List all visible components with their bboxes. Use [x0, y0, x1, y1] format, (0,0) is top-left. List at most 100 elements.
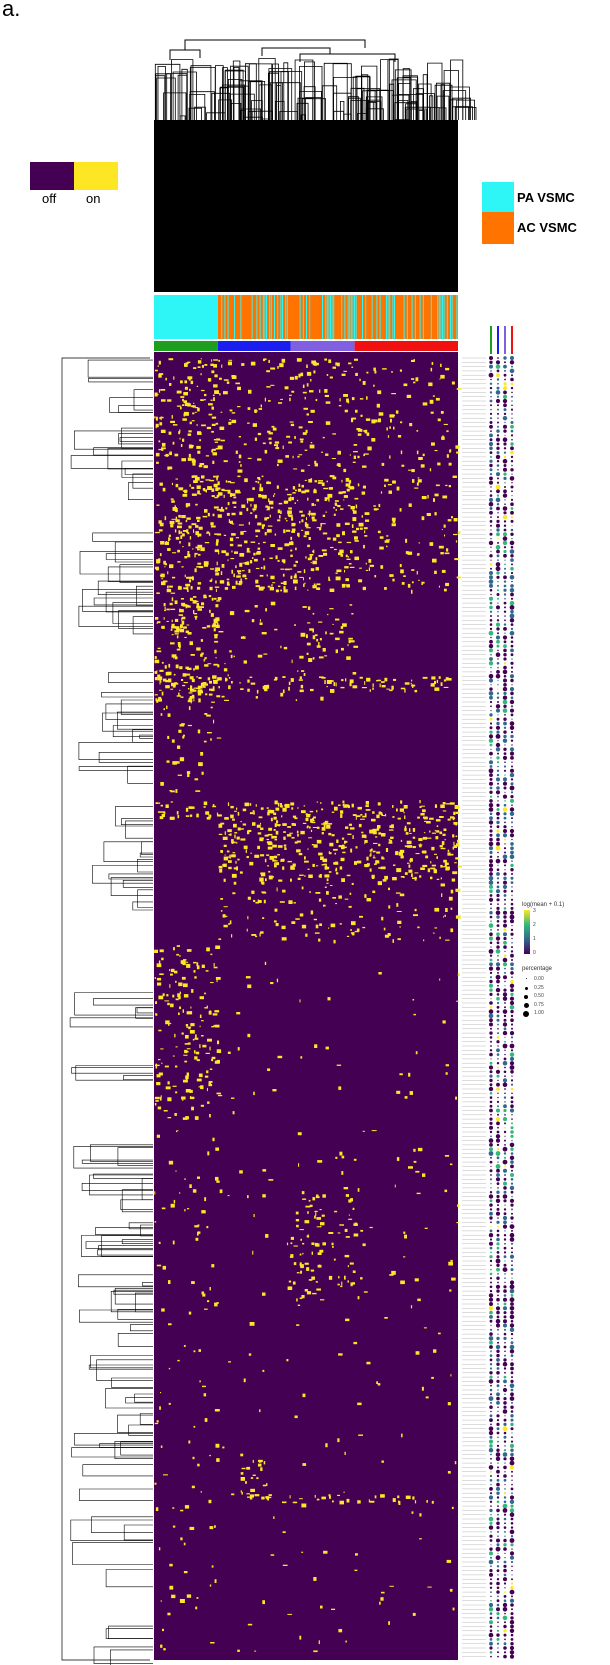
- dendrogram-branch: [108, 873, 153, 880]
- heatmap-on-cell: [213, 966, 218, 969]
- dendrogram-branch: [188, 107, 202, 120]
- dotplot-dot: [489, 1612, 493, 1615]
- dendrogram-branch: [177, 74, 188, 120]
- heatmap-on-cell: [407, 551, 413, 555]
- dotplot-dot: [509, 1589, 515, 1595]
- heatmap-on-cell: [316, 865, 319, 867]
- dotplot-dot: [496, 1396, 500, 1401]
- heatmap-on-cell: [209, 1584, 212, 1587]
- dotplot-dot: [503, 910, 507, 915]
- heatmap-on-cell: [377, 802, 381, 806]
- heatmap-on-cell: [321, 808, 324, 811]
- heatmap-on-cell: [353, 444, 358, 446]
- heatmap-on-cell: [182, 398, 184, 402]
- heatmap-on-cell: [180, 531, 183, 534]
- heatmap-on-cell: [346, 874, 351, 877]
- dotplot-dot: [490, 1268, 492, 1271]
- heatmap-on-cell: [269, 514, 271, 518]
- dotplot-dot: [488, 579, 494, 584]
- dotplot-dot: [490, 1565, 492, 1568]
- dotplot-dot: [504, 1484, 506, 1486]
- dotplot-dot: [496, 1297, 500, 1302]
- heatmap-on-cell: [214, 1060, 220, 1064]
- annotation-ac-block: [218, 295, 458, 339]
- heatmap-on-cell: [279, 901, 285, 903]
- heatmap-on-cell: [210, 399, 213, 401]
- dotplot-dot: [495, 390, 501, 395]
- dotplot-dot: [489, 619, 493, 622]
- heatmap-on-cell: [200, 639, 203, 642]
- dotplot-dot: [496, 1367, 500, 1370]
- heatmap-on-cell: [328, 852, 332, 855]
- heatmap-on-cell: [323, 1550, 328, 1554]
- heatmap-on-cell: [298, 853, 303, 856]
- dotplot-dot: [509, 549, 515, 554]
- dotplot-dot: [511, 1251, 513, 1254]
- heatmap-on-cell: [247, 830, 250, 835]
- heatmap-on-cell: [436, 825, 439, 827]
- dotplot-color-tick: 2: [533, 922, 536, 928]
- heatmap-on-cell: [284, 568, 290, 571]
- legend-pa-vsmc-swatch: [482, 182, 514, 214]
- heatmap-on-cell: [210, 1642, 215, 1644]
- heatmap-on-cell: [360, 814, 363, 816]
- heatmap-on-cell: [388, 841, 393, 844]
- heatmap-on-cell: [156, 568, 159, 571]
- heatmap-on-cell: [155, 698, 157, 702]
- heatmap-on-cell: [392, 1498, 396, 1502]
- dotplot-dot: [496, 1633, 500, 1637]
- dendrogram-branch: [78, 766, 153, 771]
- heatmap-on-cell: [302, 1198, 307, 1200]
- heatmap-on-cell: [304, 523, 309, 527]
- heatmap-on-cell: [418, 579, 420, 581]
- heatmap-on-cell: [294, 375, 298, 380]
- heatmap-on-cell: [172, 1055, 175, 1057]
- dotplot-dot: [489, 438, 493, 442]
- dotplot-dot: [495, 1344, 501, 1350]
- annotation-stripe: [286, 295, 288, 339]
- dotplot-dot: [489, 360, 493, 364]
- heatmap-on-cell: [381, 462, 385, 466]
- dotplot-dot: [488, 1516, 494, 1522]
- heatmap-on-cell: [277, 459, 283, 463]
- heatmap-on-cell: [224, 587, 229, 590]
- dotplot-dot: [502, 1387, 508, 1393]
- dotplot-dot: [497, 795, 499, 798]
- heatmap-on-cell: [403, 805, 408, 809]
- heatmap-on-cell: [317, 1264, 322, 1268]
- heatmap-on-cell: [377, 530, 381, 534]
- heatmap-on-cell: [335, 362, 337, 366]
- dotplot-dot: [489, 1319, 493, 1323]
- heatmap-on-cell: [340, 554, 344, 557]
- heatmap-on-cell: [337, 463, 341, 467]
- dotplot-dot: [497, 1647, 499, 1649]
- dotplot-dot: [510, 545, 514, 549]
- dotplot-dot: [496, 619, 500, 622]
- dotplot-dot: [510, 1642, 514, 1646]
- heatmap-on-cell: [301, 484, 304, 488]
- dotplot-dot: [489, 1620, 493, 1625]
- heatmap-on-cell: [188, 453, 191, 458]
- heatmap-on-cell: [189, 1011, 193, 1015]
- heatmap-on-cell: [308, 837, 313, 839]
- heatmap-on-cell: [339, 1151, 343, 1156]
- heatmap-on-cell: [423, 816, 428, 819]
- heatmap-on-cell: [211, 578, 213, 581]
- dotplot-dot: [496, 519, 500, 524]
- heatmap-on-cell: [277, 519, 281, 522]
- heatmap-on-cell: [317, 1252, 322, 1255]
- heatmap-on-cell: [424, 1227, 428, 1229]
- heatmap-on-cell: [174, 630, 180, 633]
- dotplot-dot: [496, 1637, 500, 1641]
- dotplot-dot: [496, 1448, 500, 1452]
- heatmap-on-cell: [319, 1209, 322, 1211]
- dotplot-dot: [502, 686, 508, 692]
- dotplot-dot: [496, 1496, 500, 1499]
- dotplot-dot: [495, 1138, 501, 1143]
- dotplot-dot: [509, 1460, 515, 1466]
- dotplot-dot: [490, 903, 492, 906]
- dotplot-dot: [509, 360, 515, 365]
- annotation-stripe: [355, 295, 357, 339]
- heatmap-on-cell: [366, 1361, 371, 1365]
- heatmap-on-cell: [179, 628, 182, 632]
